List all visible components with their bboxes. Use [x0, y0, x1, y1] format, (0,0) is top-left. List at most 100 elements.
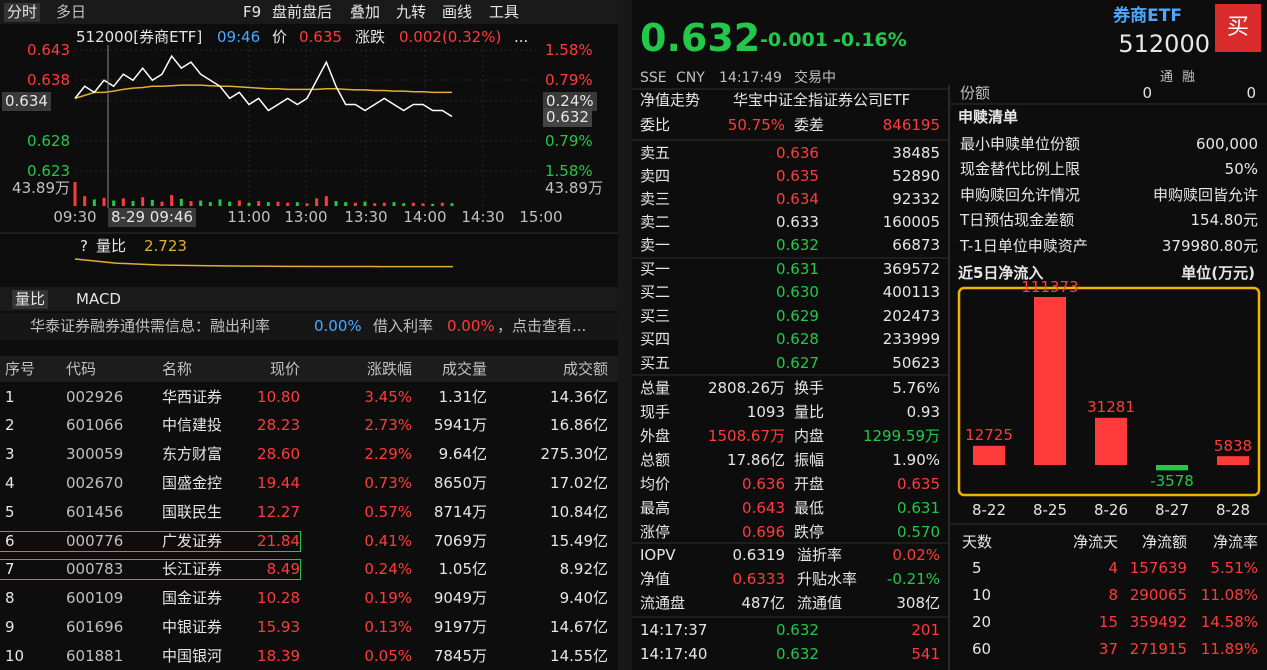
label: -0.16% [833, 28, 907, 51]
volume-bar [170, 195, 174, 206]
y2-tick-label: 0.632 [543, 107, 592, 127]
table-cell: 4 [1108, 558, 1118, 577]
label: 委比 [640, 115, 671, 134]
volume-label: 43.89万 [12, 178, 70, 197]
table-cell: 157639 [1129, 558, 1187, 577]
table-cell: 8.49 [0, 559, 301, 581]
table-cell: 0.05% [364, 646, 412, 665]
label: 振幅 [794, 450, 825, 469]
label: 1508.67万 [707, 426, 785, 445]
table-cell[interactable]: 中国银河 [162, 646, 223, 665]
tool-button[interactable]: 叠加 [350, 2, 381, 21]
label: 14:17:40 [640, 644, 708, 663]
tab[interactable]: 多日 [56, 2, 87, 21]
label: 512000[券商ETF] [76, 27, 203, 46]
table-cell: 15.49亿 [550, 531, 608, 550]
tab[interactable]: MACD [76, 289, 121, 308]
label: 外盘 [640, 426, 671, 445]
label: 申赎清单 [958, 107, 1019, 126]
table-cell[interactable]: 国联民生 [162, 502, 223, 521]
table-cell: 9.40亿 [559, 589, 608, 608]
x-tick-label: 14:00 [403, 207, 447, 226]
label: 2808.26万 [707, 378, 785, 397]
column-header[interactable]: 代码 [66, 359, 97, 378]
table-cell[interactable]: 东方财富 [162, 445, 223, 464]
label: 1093 [746, 402, 785, 421]
x-tick-label: 8-29 09:46 [108, 207, 197, 227]
column-header[interactable]: 成交额 [562, 359, 608, 378]
table-cell: 275.30亿 [540, 445, 609, 464]
table-cell: 0.57% [364, 502, 412, 521]
tab[interactable]: 量比 [12, 289, 49, 309]
label: 交易中 [794, 70, 836, 86]
label: 541 [911, 644, 940, 663]
table-cell: 14.55亿 [550, 646, 608, 665]
tab[interactable]: 分时 [4, 2, 41, 22]
column-header[interactable]: 序号 [5, 359, 36, 378]
table-cell: 10 [972, 585, 992, 604]
table-cell[interactable]: 中银证券 [162, 617, 223, 636]
divider [618, 0, 632, 670]
table-cell: 16.86亿 [550, 416, 608, 435]
label: 0.643 [742, 498, 785, 517]
table-cell: 12.27 [257, 502, 300, 521]
table-cell: 11.89% [1200, 639, 1258, 658]
table-cell[interactable]: 长江证券 [162, 560, 223, 579]
table-cell: 2.29% [364, 445, 412, 464]
column-header[interactable]: 名称 [162, 359, 193, 378]
table-cell[interactable]: 广发证券 [162, 531, 223, 550]
label: 内盘 [794, 426, 825, 445]
table-cell[interactable]: 国盛金控 [162, 473, 223, 492]
column-header[interactable]: 现价 [269, 359, 300, 378]
volume-bar [421, 203, 425, 206]
tool-button[interactable]: F9 [243, 2, 262, 21]
label: 0.628 [776, 330, 819, 348]
volume-bar [237, 200, 241, 206]
table-cell: 7069万 [433, 531, 487, 550]
y-tick-label: 0.643 [27, 40, 70, 59]
volume-bar [392, 202, 396, 206]
label: 申购赎回允许情况 [960, 185, 1081, 204]
tool-button[interactable]: 盘前盘后 [272, 2, 333, 21]
label: 买四 [640, 330, 671, 348]
label: 融 [1182, 69, 1196, 85]
table-cell: 14.67亿 [550, 617, 608, 636]
tool-button[interactable]: 工具 [489, 2, 520, 21]
table-cell[interactable]: 华西证券 [162, 387, 223, 406]
label: 买一 [640, 259, 671, 278]
volume-bar [450, 203, 454, 206]
label: 量比 [96, 236, 127, 255]
volume-bar [431, 203, 435, 206]
volume-bar [73, 182, 77, 206]
tool-button[interactable]: 九转 [396, 2, 427, 21]
data-label: 111373 [1021, 277, 1079, 296]
volume-bar [257, 201, 261, 206]
tool-button[interactable]: 画线 [442, 2, 473, 21]
column-header[interactable]: 成交量 [441, 359, 487, 378]
table-cell: 000776 [66, 531, 124, 550]
table-cell: 8 [1108, 585, 1118, 604]
label: 通 [1160, 69, 1174, 85]
label: 201 [911, 620, 940, 639]
label: 379980.80元 [1161, 236, 1258, 255]
help-icon[interactable]: ? [80, 236, 88, 255]
label: 净值 [640, 569, 671, 588]
link[interactable]: 净值走势 [640, 90, 701, 109]
table-cell: 19.44 [257, 473, 300, 492]
label: 0 [1246, 83, 1256, 102]
label: 流通盘 [640, 593, 686, 612]
label: T日预估现金差额 [960, 211, 1075, 229]
table-cell: 300059 [66, 445, 124, 464]
buy-button-label[interactable]: 买 [1226, 15, 1249, 40]
buy-button[interactable] [1215, 4, 1261, 52]
table-cell[interactable]: 中信建投 [162, 416, 223, 435]
x-tick-label: 15:00 [519, 207, 563, 226]
label: 0.632 [776, 235, 819, 254]
column-header[interactable]: 涨跌幅 [366, 359, 412, 378]
label: 卖三 [640, 189, 671, 208]
label: 净流率 [1212, 532, 1258, 551]
table-cell[interactable]: 国金证券 [162, 589, 223, 608]
label: 卖五 [640, 143, 671, 162]
label: 0.630 [776, 283, 819, 301]
table-header-bg [0, 356, 618, 382]
